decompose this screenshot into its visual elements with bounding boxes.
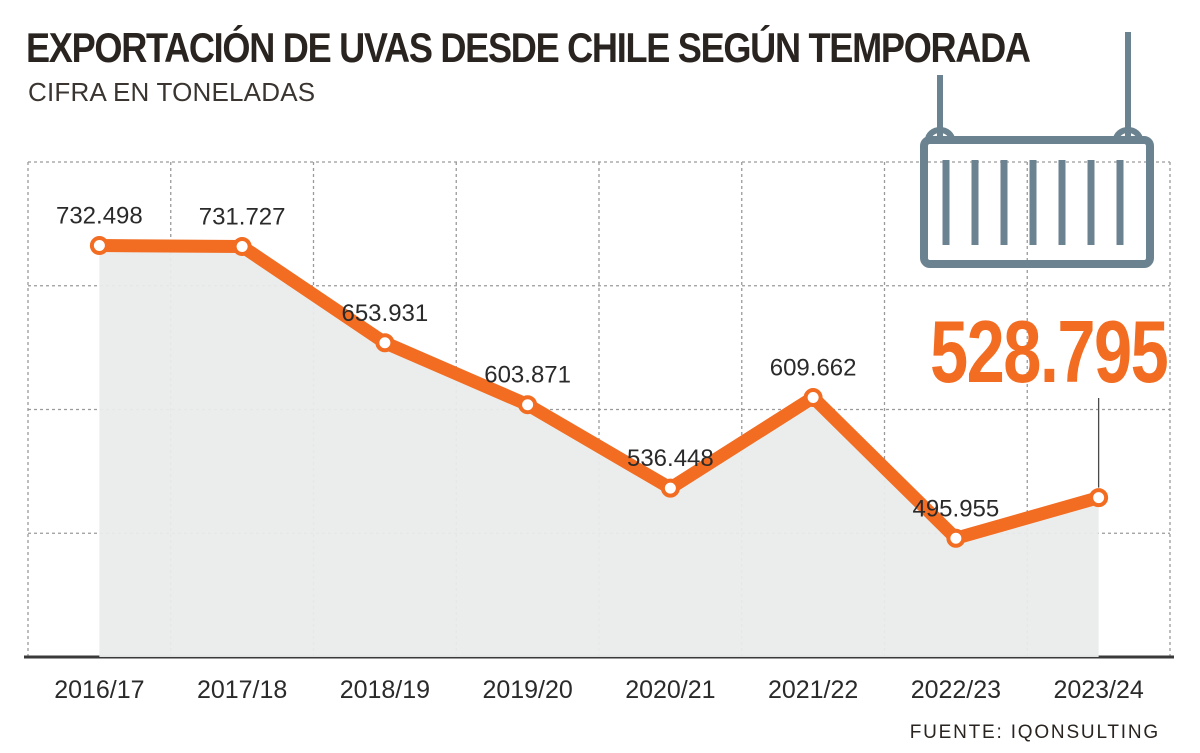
data-label: 603.871 xyxy=(484,362,571,389)
x-tick-layer: 2016/17 2017/18 2018/19 2019/20 2020/21 2021/… xyxy=(54,676,1144,704)
data-point xyxy=(803,388,823,408)
point-layer xyxy=(89,236,1109,548)
data-label-layer: 732.498 731.727 653.931 603.871 536.448 609.6… xyxy=(56,203,1100,522)
chart-title: EXPORTACIÓN DE UVAS DESDE CHILE SEGÚN TE… xyxy=(26,24,1031,71)
x-tick-label: 2018/19 xyxy=(340,676,430,704)
x-tick-label: 2023/24 xyxy=(1053,676,1143,704)
highlight-value: 528.795 xyxy=(930,302,1169,401)
data-point xyxy=(660,478,680,498)
x-tick-label: 2019/20 xyxy=(482,676,572,704)
x-tick-label: 2022/23 xyxy=(911,676,1001,704)
x-tick-label: 2017/18 xyxy=(197,676,287,704)
data-label: 732.498 xyxy=(56,203,143,230)
data-point xyxy=(375,333,395,353)
data-point xyxy=(232,236,252,256)
data-label: 495.955 xyxy=(912,495,999,522)
chart-subtitle: CIFRA EN TONELADAS xyxy=(28,77,316,107)
x-tick-label: 2016/17 xyxy=(54,676,144,704)
shipping-container-icon xyxy=(920,32,1154,268)
series-line xyxy=(92,239,1106,545)
data-label: 653.931 xyxy=(341,300,428,327)
data-point xyxy=(89,236,109,256)
x-tick-label: 2021/22 xyxy=(768,676,858,704)
data-label: 536.448 xyxy=(627,445,714,472)
x-tick-label: 2020/21 xyxy=(625,676,715,704)
data-label: 609.662 xyxy=(770,355,857,382)
line-layer xyxy=(92,239,1106,545)
data-point xyxy=(518,395,538,415)
source-note: FUENTE: IQONSULTING xyxy=(909,722,1160,743)
data-label: 731.727 xyxy=(199,203,286,230)
data-point xyxy=(1089,488,1109,508)
data-point xyxy=(946,528,966,548)
